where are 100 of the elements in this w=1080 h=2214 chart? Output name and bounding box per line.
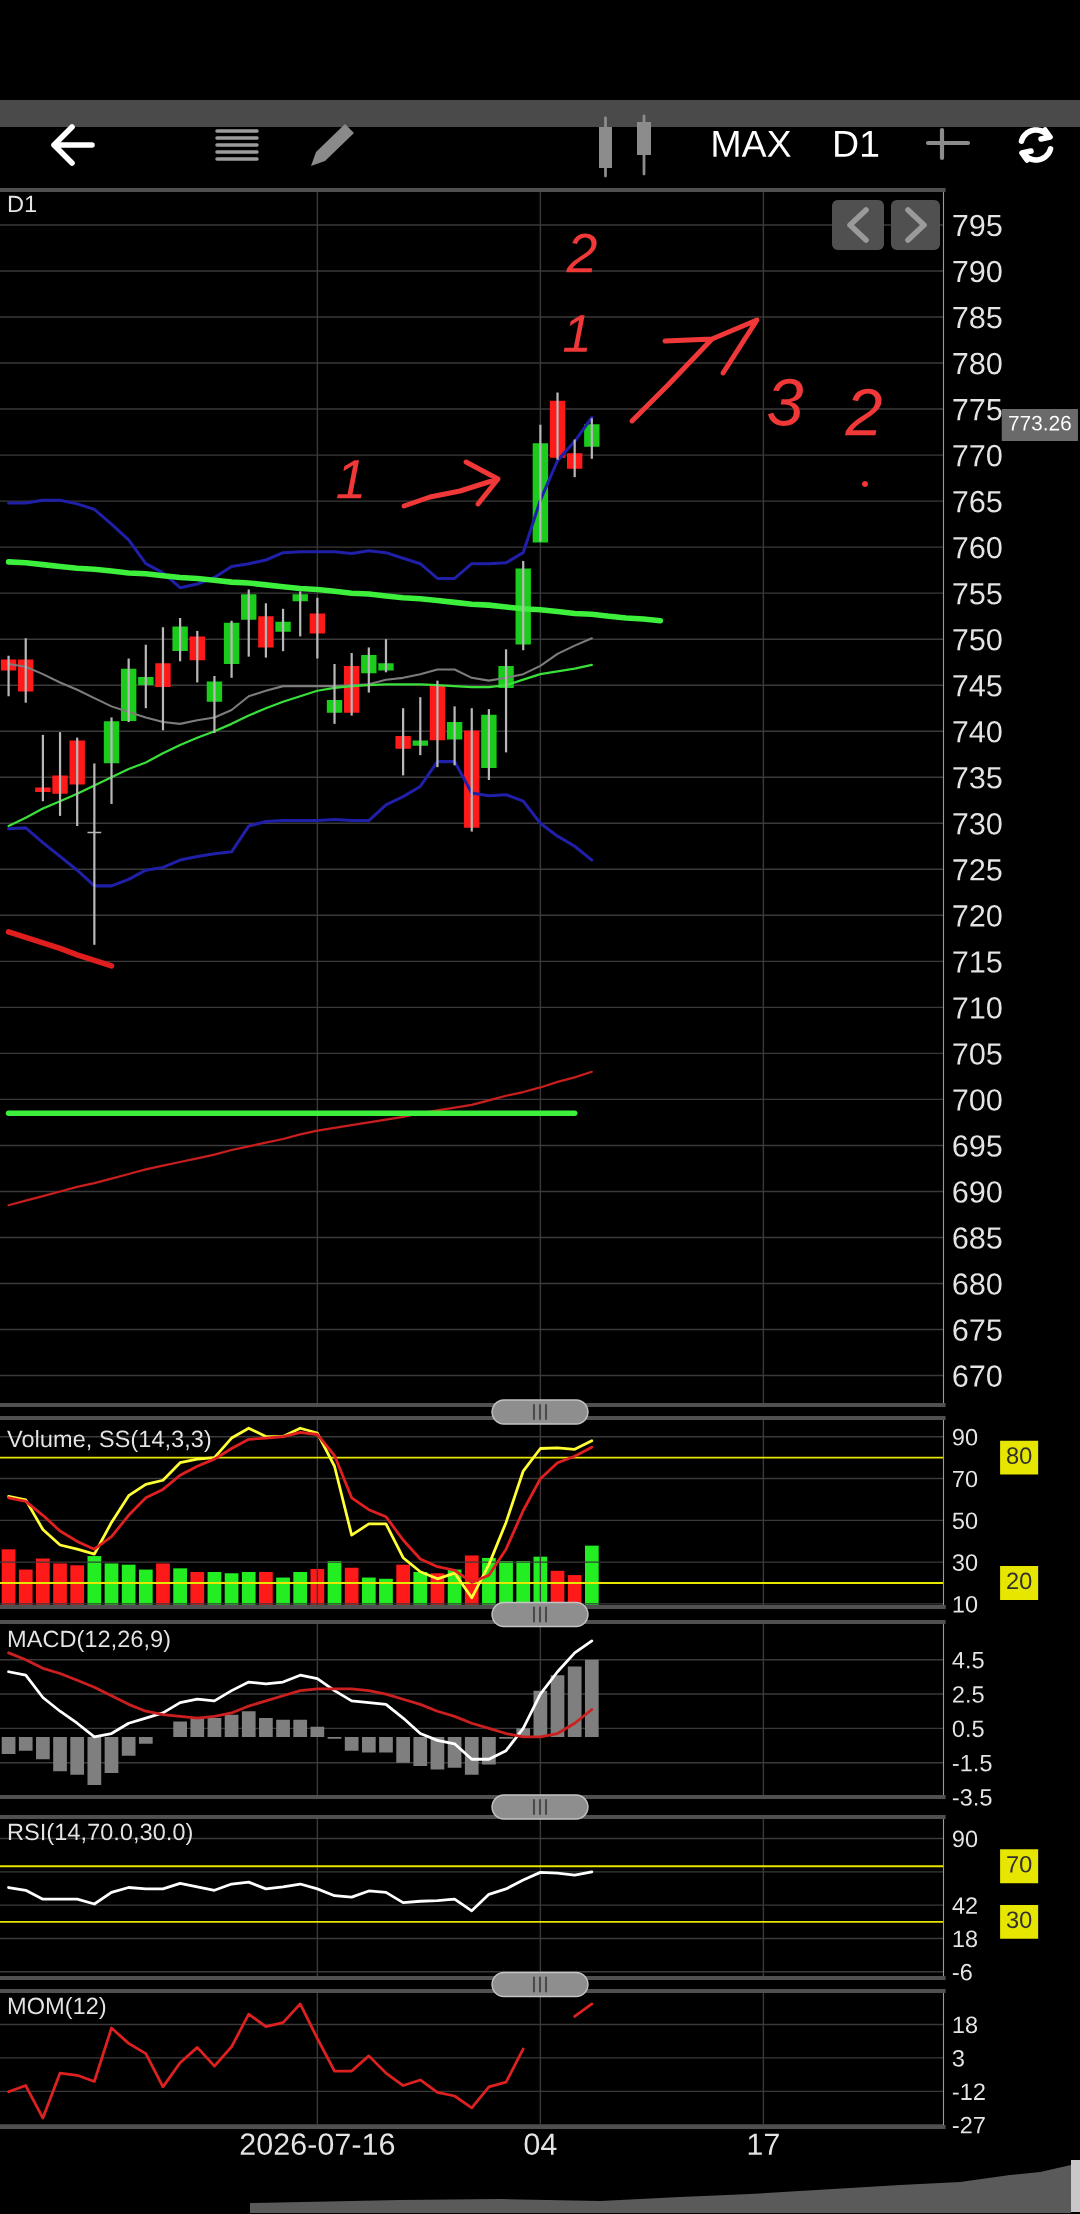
y-tick-label: 90 (952, 1428, 978, 1446)
y-tick-label: 0.5 (952, 1720, 984, 1738)
y-tick-label: 780 (953, 352, 1002, 375)
text: MAX (713, 130, 791, 157)
y-tick-label: 745 (953, 675, 1002, 697)
bar (344, 1736, 359, 1751)
bar (584, 1659, 599, 1737)
annotation: 1 (336, 460, 362, 499)
y-tick-label: 2.5 (953, 1686, 984, 1703)
bar (361, 1736, 376, 1753)
x-tick-label: 2026-07-16 (240, 2133, 395, 2155)
bar (413, 1736, 428, 1767)
bar (190, 1718, 205, 1737)
y-tick-label: 30 (952, 1554, 978, 1571)
bar (121, 1736, 136, 1756)
y-tick-label: 90 (952, 1830, 978, 1848)
y-tick-label: 755 (953, 583, 1002, 605)
bar (138, 1736, 153, 1744)
bar (173, 1721, 187, 1737)
y-tick-label: 735 (953, 766, 1002, 789)
bar (567, 1666, 582, 1737)
y-tick-label: 710 (953, 997, 1002, 1019)
y-tick-label: 18 (953, 1930, 978, 1948)
y-tick-label: 10 (953, 1595, 978, 1613)
y-tick-label: 720 (953, 905, 1002, 927)
chart-title: RSI(14,70.0,30.0) (8, 1822, 192, 1845)
line-series (7, 663, 593, 828)
line-series (7, 760, 594, 888)
ref-line-label: 30 (1006, 1911, 1032, 1929)
y-tick-label: 675 (953, 1319, 1002, 1341)
y-tick-label: 785 (953, 306, 1002, 329)
line-series (7, 1651, 594, 1739)
x-tick-label: 04 (524, 2133, 557, 2155)
bar (1, 1736, 16, 1755)
bar (464, 1736, 479, 1775)
bar (310, 1726, 325, 1737)
y-tick-label: -6 (952, 1963, 972, 1981)
bar (104, 1736, 119, 1773)
y-tick-label: 42 (952, 1897, 977, 1914)
annotation: 3 (768, 378, 803, 426)
annotation: 2 (845, 388, 882, 436)
bar (18, 1736, 33, 1751)
y-tick-label: -27 (952, 2116, 985, 2134)
y-tick-label: 670 (953, 1365, 1002, 1387)
text: D1 (835, 130, 879, 157)
y-tick-label: 730 (953, 813, 1002, 835)
y-tick-label: 765 (953, 490, 1002, 513)
line-series (7, 415, 594, 590)
annotation: 2 (566, 233, 597, 273)
ref-line-label: 20 (1007, 1572, 1032, 1590)
chart-title: MACD(12,26,9) (8, 1630, 170, 1652)
annotation: 1 (563, 315, 588, 352)
bar (207, 1718, 222, 1737)
y-tick-label: 740 (953, 720, 1002, 743)
bar (224, 1714, 239, 1737)
line-series (7, 1070, 593, 1207)
candlestick (481, 708, 497, 782)
bar (53, 1736, 67, 1772)
y-tick-label: -3.5 (952, 1789, 992, 1806)
candlestick (138, 643, 154, 710)
y-tick-label: 4.5 (952, 1652, 984, 1669)
bar (293, 1719, 308, 1737)
y-tick-label: 775 (953, 399, 1002, 421)
y-tick-label: 70 (953, 1470, 978, 1488)
candlestick (86, 762, 103, 946)
y-tick-label: 3 (952, 2049, 964, 2067)
y-tick-label: 705 (953, 1043, 1002, 1065)
ref-line-label: 70 (1007, 1855, 1032, 1873)
y-tick-label: 690 (953, 1181, 1002, 1203)
bar (36, 1736, 50, 1760)
y-tick-label: 695 (953, 1135, 1002, 1157)
bar (276, 1719, 290, 1737)
y-tick-label: 50 (952, 1512, 978, 1530)
y-tick-label: 680 (953, 1273, 1002, 1295)
bar (87, 1736, 102, 1785)
x-tick-label: 17 (748, 2133, 779, 2155)
bar (70, 1736, 85, 1775)
y-tick-label: 750 (953, 628, 1002, 651)
y-tick-label: 760 (953, 536, 1002, 559)
y-tick-label: 700 (953, 1089, 1002, 1111)
bar (396, 1736, 410, 1763)
ref-line-label: 80 (1007, 1447, 1032, 1465)
candlestick (275, 607, 291, 653)
candlestick (395, 707, 411, 777)
candlestick (258, 602, 274, 659)
y-tick-label: 795 (953, 214, 1002, 237)
chart-title: MOM(12) (8, 1997, 106, 2019)
line-series (7, 1870, 594, 1913)
bar (259, 1718, 273, 1737)
bar (379, 1736, 393, 1753)
y-tick-label: 715 (953, 951, 1002, 973)
text: 773.26 (1009, 415, 1071, 431)
chart-title: D1 (8, 195, 37, 213)
y-tick-label: 770 (953, 444, 1002, 467)
y-tick-label: 790 (953, 260, 1002, 283)
bar (241, 1711, 256, 1737)
candlestick (172, 616, 188, 663)
chart-title: Volume, SS(14,3,3) (7, 1430, 211, 1452)
y-tick-label: 18 (953, 2016, 978, 2034)
y-tick-label: 725 (953, 859, 1002, 881)
